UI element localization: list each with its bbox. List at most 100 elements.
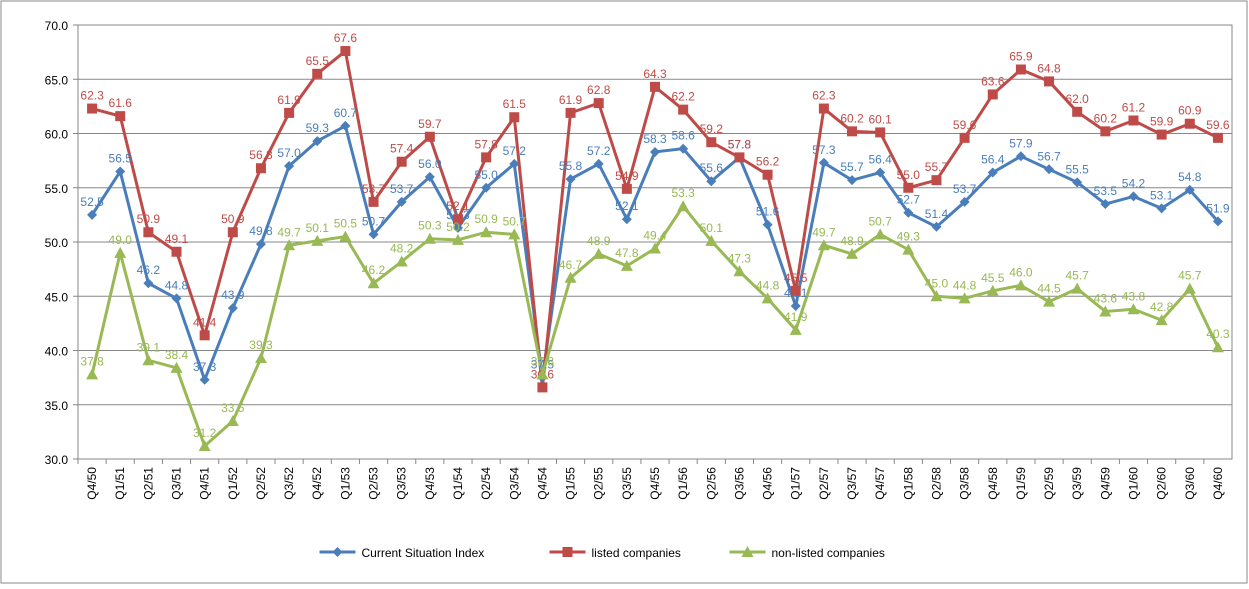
data-label: 46.2 <box>362 263 386 277</box>
point <box>817 239 830 251</box>
point <box>593 158 604 169</box>
point <box>254 352 267 364</box>
point <box>255 239 266 250</box>
point <box>875 127 886 138</box>
y-tick-label: 35.0 <box>45 399 69 413</box>
y-tick-label: 30.0 <box>45 453 69 467</box>
point <box>368 196 379 207</box>
point <box>761 292 774 304</box>
data-label: 62.3 <box>80 89 104 103</box>
point <box>480 226 493 238</box>
point <box>1127 303 1140 315</box>
x-tick-label: Q4/54 <box>535 467 549 500</box>
data-label: 60.2 <box>1094 111 1118 125</box>
point <box>1212 216 1223 227</box>
data-label: 61.2 <box>1122 100 1146 114</box>
point <box>199 374 210 385</box>
y-tick-label: 65.0 <box>45 73 69 87</box>
data-label: 62.8 <box>587 83 611 97</box>
x-tick-label: Q2/55 <box>592 467 606 500</box>
y-tick-label: 55.0 <box>45 182 69 196</box>
point <box>115 166 126 177</box>
point <box>367 277 380 289</box>
data-label: 49.4 <box>643 229 667 243</box>
x-tick-label: Q1/60 <box>1126 467 1140 500</box>
point <box>959 132 970 143</box>
point <box>1015 151 1026 162</box>
point <box>621 214 632 225</box>
data-label: 62.0 <box>1066 92 1090 106</box>
data-label: 55.8 <box>559 159 583 173</box>
point <box>509 112 520 123</box>
data-label: 51.4 <box>925 207 949 221</box>
point <box>677 200 690 212</box>
data-label: 61.5 <box>503 97 527 111</box>
y-tick-label: 45.0 <box>45 290 69 304</box>
point <box>706 176 717 187</box>
point <box>931 175 942 186</box>
point <box>312 136 323 147</box>
data-label: 56.0 <box>418 157 442 171</box>
data-label: 51.9 <box>1206 201 1230 215</box>
point <box>284 107 295 118</box>
point <box>565 174 576 185</box>
data-label: 56.4 <box>981 153 1005 167</box>
data-label: 41.4 <box>193 315 217 329</box>
data-label: 48.2 <box>390 242 414 256</box>
data-label: 59.3 <box>306 121 330 135</box>
x-tick-label: Q3/52 <box>282 467 296 500</box>
data-label: 43.6 <box>1094 291 1118 305</box>
point <box>114 246 127 258</box>
data-label: 50.3 <box>418 219 442 233</box>
x-tick-label: Q2/52 <box>254 467 268 500</box>
point <box>171 293 182 304</box>
data-label: 49.8 <box>249 224 273 238</box>
point <box>1155 314 1168 326</box>
x-tick-label: Q2/60 <box>1155 467 1169 500</box>
data-label: 65.5 <box>306 54 330 68</box>
data-label: 55.6 <box>700 161 724 175</box>
point <box>452 214 463 225</box>
data-label: 50.7 <box>503 214 527 228</box>
x-tick-label: Q4/60 <box>1211 467 1225 500</box>
data-label: 48.9 <box>840 234 864 248</box>
point <box>987 89 998 100</box>
data-label: 54.8 <box>1178 170 1202 184</box>
point <box>340 46 351 57</box>
point <box>903 182 914 193</box>
point <box>255 163 266 174</box>
data-label: 49.7 <box>812 225 836 239</box>
data-label: 56.8 <box>249 148 273 162</box>
point <box>226 415 239 427</box>
data-label: 65.9 <box>1009 49 1033 63</box>
data-label: 44.8 <box>165 278 189 292</box>
x-tick-label: Q3/56 <box>732 467 746 500</box>
data-label: 53.5 <box>1094 184 1118 198</box>
legend-label: non-listed companies <box>772 546 885 560</box>
legend-marker <box>332 547 343 557</box>
point <box>874 228 887 240</box>
data-label: 46.7 <box>559 258 583 272</box>
data-label: 56.2 <box>756 155 780 169</box>
point <box>1100 126 1111 137</box>
data-label: 43.9 <box>221 288 245 302</box>
point <box>283 239 296 251</box>
data-label: 58.6 <box>671 129 695 143</box>
point <box>1156 203 1167 214</box>
data-label: 55.7 <box>925 160 949 174</box>
point <box>142 354 155 366</box>
data-label: 54.9 <box>615 169 639 183</box>
point <box>903 207 914 218</box>
data-label: 57.8 <box>728 137 752 151</box>
point <box>620 259 633 271</box>
point <box>1044 164 1055 175</box>
data-label: 55.0 <box>474 168 498 182</box>
data-label: 55.5 <box>1066 162 1090 176</box>
data-label: 56.4 <box>868 153 892 167</box>
point <box>311 234 324 246</box>
x-tick-label: Q4/53 <box>423 467 437 500</box>
plot-area <box>77 24 1233 460</box>
point <box>847 126 858 137</box>
x-tick-label: Q4/52 <box>310 467 324 500</box>
data-label: 50.2 <box>446 220 470 234</box>
